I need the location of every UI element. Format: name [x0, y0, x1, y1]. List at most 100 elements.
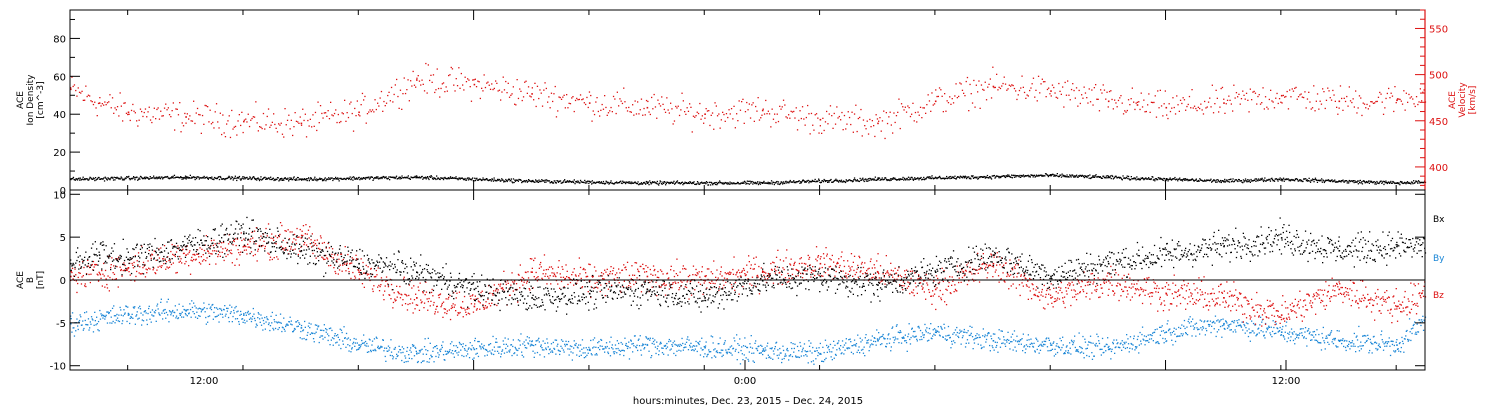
- density-sample: [133, 176, 135, 178]
- density-sample: [1085, 176, 1087, 178]
- by-sample: [824, 339, 827, 341]
- velocity-sample: [404, 92, 407, 95]
- density-sample: [681, 182, 683, 184]
- density-sample: [375, 177, 377, 179]
- by-sample: [533, 344, 535, 347]
- by-sample: [262, 319, 265, 322]
- density-sample: [730, 183, 732, 185]
- density-sample: [290, 178, 292, 180]
- density-sample: [1080, 175, 1082, 177]
- density-sample: [1356, 181, 1358, 183]
- by-sample: [981, 346, 983, 349]
- by-sample: [384, 355, 386, 358]
- velocity-sample: [1329, 97, 1331, 99]
- by-sample: [848, 347, 851, 349]
- density-sample: [844, 181, 847, 184]
- velocity-sample: [874, 135, 876, 138]
- density-sample: [479, 178, 481, 180]
- velocity-sample: [996, 73, 998, 75]
- density-sample: [820, 181, 822, 183]
- by-sample: [1053, 355, 1055, 357]
- by-sample: [463, 348, 466, 350]
- velocity-sample: [819, 125, 821, 127]
- by-sample: [226, 307, 228, 309]
- velocity-sample: [252, 116, 254, 118]
- velocity-sample: [210, 123, 213, 125]
- density-sample: [615, 182, 617, 184]
- by-sample: [822, 346, 824, 348]
- by-sample: [514, 346, 516, 349]
- velocity-sample: [652, 108, 654, 110]
- density-sample: [1022, 175, 1024, 177]
- density-sample: [777, 181, 780, 183]
- by-sample: [642, 344, 644, 346]
- by-sample: [1138, 344, 1140, 346]
- velocity-sample: [1267, 108, 1269, 110]
- velocity-sample: [1414, 105, 1416, 108]
- velocity-sample: [1262, 87, 1264, 89]
- by-sample: [668, 340, 670, 343]
- velocity-sample: [1221, 86, 1224, 89]
- density-sample: [207, 177, 209, 179]
- by-sample: [363, 334, 365, 336]
- density-sample: [164, 176, 167, 178]
- velocity-sample: [564, 107, 566, 109]
- density-sample: [87, 179, 89, 181]
- by-sample: [940, 325, 942, 328]
- density-sample: [121, 177, 123, 179]
- by-sample: [352, 341, 355, 343]
- by-sample: [791, 355, 794, 358]
- by-sample: [469, 342, 471, 344]
- density-sample: [177, 176, 180, 178]
- density-sample: [1123, 177, 1125, 179]
- velocity-sample: [273, 113, 275, 115]
- by-sample: [1245, 327, 1247, 329]
- density-sample: [550, 181, 552, 184]
- velocity-sample: [116, 106, 119, 108]
- velocity-sample: [1339, 85, 1342, 87]
- velocity-sample: [711, 112, 714, 114]
- density-sample: [676, 181, 678, 183]
- density-sample: [573, 181, 575, 184]
- density-sample: [1342, 179, 1344, 181]
- velocity-sample: [1147, 104, 1149, 106]
- velocity-point: [243, 120, 245, 123]
- density-sample: [273, 179, 275, 182]
- density-sample: [854, 179, 856, 181]
- by-sample: [383, 350, 385, 352]
- density-sample: [624, 182, 627, 185]
- by-sample: [273, 329, 275, 331]
- density-sample: [871, 178, 873, 180]
- by-sample: [569, 345, 572, 347]
- by-sample: [795, 355, 797, 357]
- velocity-sample: [271, 121, 273, 123]
- density-sample: [1035, 175, 1037, 177]
- density-sample: [633, 181, 636, 183]
- density-sample: [702, 182, 704, 184]
- density-sample: [160, 176, 162, 178]
- by-sample: [243, 312, 245, 315]
- by-sample: [341, 331, 343, 334]
- velocity-sample: [1073, 89, 1075, 92]
- by-sample: [85, 311, 88, 313]
- velocity-sample: [678, 114, 681, 117]
- density-sample: [958, 176, 960, 178]
- by-sample: [514, 352, 516, 354]
- density-sample: [225, 177, 227, 180]
- velocity-sample: [500, 99, 502, 101]
- velocity-sample: [1247, 99, 1249, 101]
- by-sample: [854, 344, 856, 346]
- by-sample: [585, 347, 587, 349]
- velocity-sample: [423, 90, 426, 92]
- density-sample: [912, 178, 914, 180]
- by-sample: [1078, 332, 1080, 334]
- density-sample: [652, 181, 654, 184]
- density-sample: [831, 181, 833, 183]
- density-sample: [252, 177, 254, 179]
- density-sample: [543, 179, 545, 182]
- velocity-sample: [876, 118, 879, 120]
- by-sample: [290, 323, 292, 325]
- density-sample: [1247, 180, 1249, 183]
- velocity-sample: [853, 113, 856, 115]
- velocity-sample: [955, 83, 957, 85]
